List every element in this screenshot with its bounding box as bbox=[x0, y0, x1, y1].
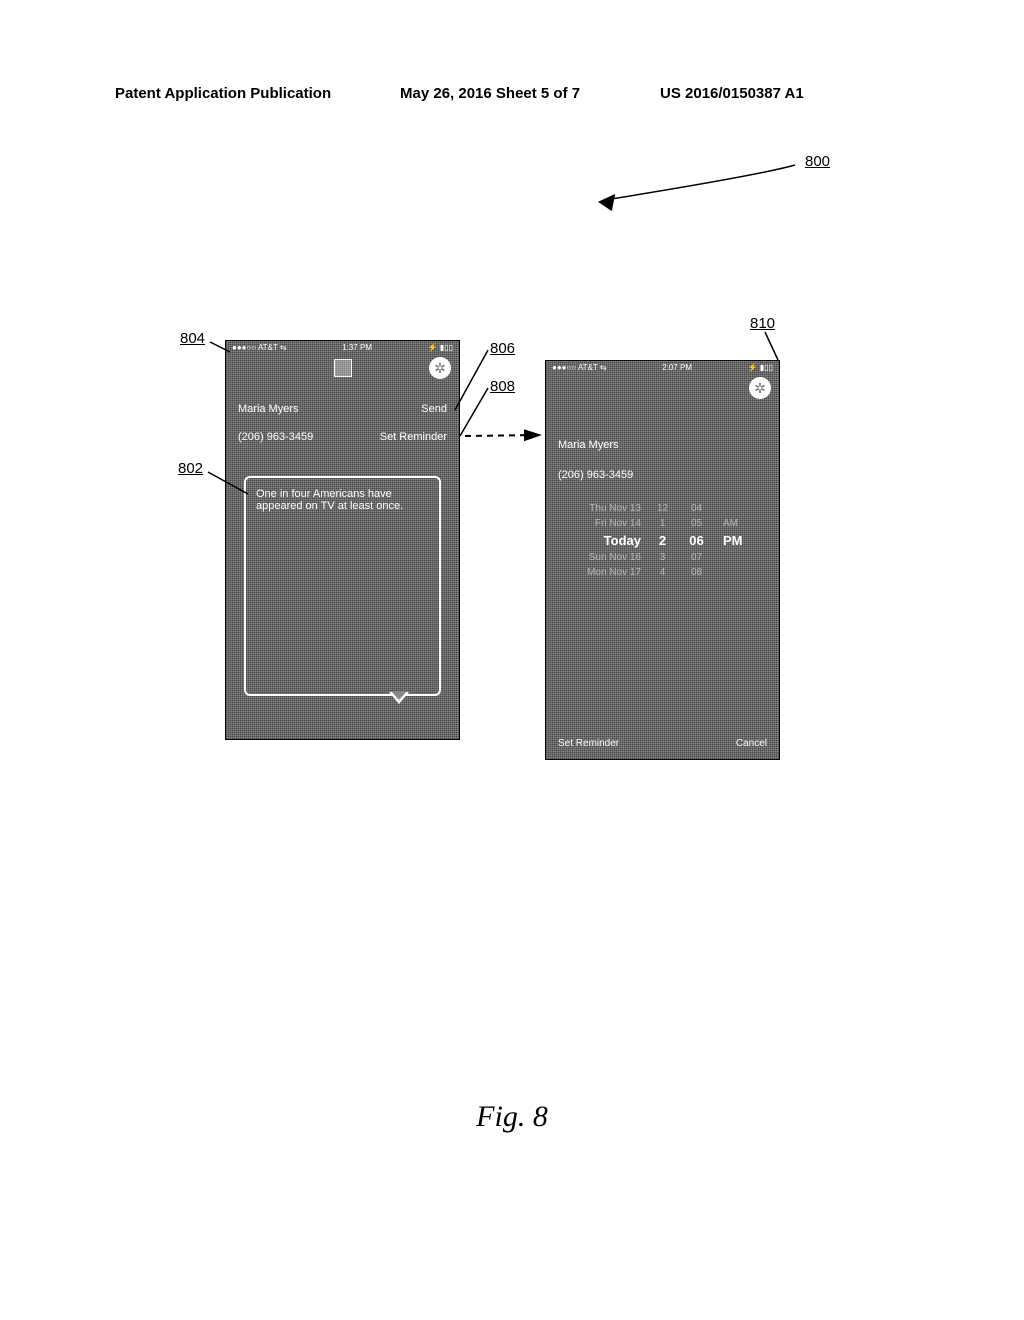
status-time: 2:07 PM bbox=[662, 363, 692, 375]
picker-hour: 2 bbox=[655, 533, 670, 548]
figure-label-text: Fig. 8 bbox=[476, 1100, 548, 1133]
callout-810: 810 bbox=[750, 315, 775, 332]
contact-phone: (206) 963-3459 bbox=[238, 431, 313, 443]
picker-date: Thu Nov 13 bbox=[571, 503, 641, 514]
phone-left: ●●●○○ AT&T ⇆ 1:37 PM ⚡ ▮▯▯ ✲ Maria Myers… bbox=[225, 340, 460, 740]
picker-date: Mon Nov 17 bbox=[571, 567, 641, 578]
contact-name: Maria Myers bbox=[238, 403, 299, 415]
status-carrier: ●●●○○ AT&T ⇆ bbox=[552, 363, 607, 375]
gear-icon[interactable]: ✲ bbox=[429, 357, 451, 379]
cancel-button[interactable]: Cancel bbox=[736, 738, 767, 749]
callout-804: 804 bbox=[180, 330, 205, 347]
phone-row: (206) 963-3459 Set Reminder bbox=[238, 431, 447, 443]
picker-hour: 12 bbox=[655, 503, 670, 514]
picker-hour: 3 bbox=[655, 552, 670, 563]
figure-label: Fig. 8 bbox=[0, 1100, 1024, 1134]
picker-row[interactable]: Thu Nov 13 12 04 bbox=[561, 501, 764, 516]
picker-row[interactable]: Mon Nov 17 4 08 bbox=[561, 565, 764, 580]
picker-min: 04 bbox=[684, 503, 709, 514]
status-battery: ⚡ ▮▯▯ bbox=[428, 343, 453, 355]
picker-min: 05 bbox=[684, 518, 709, 529]
contact-name: Maria Myers bbox=[558, 439, 619, 451]
contact-row: Maria Myers bbox=[558, 439, 767, 451]
picker-min: 07 bbox=[684, 552, 709, 563]
picker-ampm bbox=[723, 503, 748, 514]
picker-min: 06 bbox=[684, 533, 709, 548]
picker-hour: 1 bbox=[655, 518, 670, 529]
picker-min: 08 bbox=[684, 567, 709, 578]
set-reminder-button[interactable]: Set Reminder bbox=[558, 738, 619, 749]
picker-date: Today bbox=[571, 533, 641, 548]
header-patent-number: US 2016/0150387 A1 bbox=[660, 85, 804, 102]
header-publication: Patent Application Publication bbox=[115, 85, 331, 102]
status-carrier: ●●●○○ AT&T ⇆ bbox=[232, 343, 287, 355]
datetime-picker[interactable]: Thu Nov 13 12 04 Fri Nov 14 1 05 AM Toda… bbox=[561, 501, 764, 580]
contact-phone: (206) 963-3459 bbox=[558, 469, 633, 481]
message-bubble[interactable]: One in four Americans have appeared on T… bbox=[244, 476, 441, 696]
header-date: May 26, 2016 Sheet 5 of 7 bbox=[400, 85, 580, 102]
figure-area: ●●●○○ AT&T ⇆ 1:37 PM ⚡ ▮▯▯ ✲ Maria Myers… bbox=[0, 140, 1024, 1040]
picker-date: Sun Nov 16 bbox=[571, 552, 641, 563]
picker-row[interactable]: Fri Nov 14 1 05 AM bbox=[561, 516, 764, 531]
status-bar: ●●●○○ AT&T ⇆ 2:07 PM ⚡ ▮▯▯ bbox=[546, 361, 779, 377]
bubble-tail-inner bbox=[391, 691, 407, 700]
picker-ampm bbox=[723, 567, 748, 578]
picker-row-selected[interactable]: Today 2 06 PM bbox=[561, 531, 764, 550]
picker-date: Fri Nov 14 bbox=[571, 518, 641, 529]
gear-icon[interactable]: ✲ bbox=[749, 377, 771, 399]
bottom-actions: Set Reminder Cancel bbox=[558, 738, 767, 749]
callout-800: 800 bbox=[805, 153, 830, 170]
home-icon[interactable] bbox=[334, 359, 352, 377]
status-battery: ⚡ ▮▯▯ bbox=[748, 363, 773, 375]
picker-ampm: AM bbox=[723, 518, 748, 529]
status-bar: ●●●○○ AT&T ⇆ 1:37 PM ⚡ ▮▯▯ bbox=[226, 341, 459, 357]
callout-802: 802 bbox=[178, 460, 203, 477]
picker-ampm bbox=[723, 552, 748, 563]
picker-row[interactable]: Sun Nov 16 3 07 bbox=[561, 550, 764, 565]
annotation-lines bbox=[0, 140, 1024, 1040]
picker-hour: 4 bbox=[655, 567, 670, 578]
set-reminder-button[interactable]: Set Reminder bbox=[380, 431, 447, 443]
status-time: 1:37 PM bbox=[342, 343, 372, 355]
callout-808: 808 bbox=[490, 378, 515, 395]
picker-ampm: PM bbox=[723, 533, 748, 548]
send-button[interactable]: Send bbox=[421, 403, 447, 415]
phone-row: (206) 963-3459 bbox=[558, 469, 767, 481]
callout-806: 806 bbox=[490, 340, 515, 357]
contact-row: Maria Myers Send bbox=[238, 403, 447, 415]
message-text: One in four Americans have appeared on T… bbox=[256, 488, 403, 512]
phone-right: ●●●○○ AT&T ⇆ 2:07 PM ⚡ ▮▯▯ ✲ Maria Myers… bbox=[545, 360, 780, 760]
